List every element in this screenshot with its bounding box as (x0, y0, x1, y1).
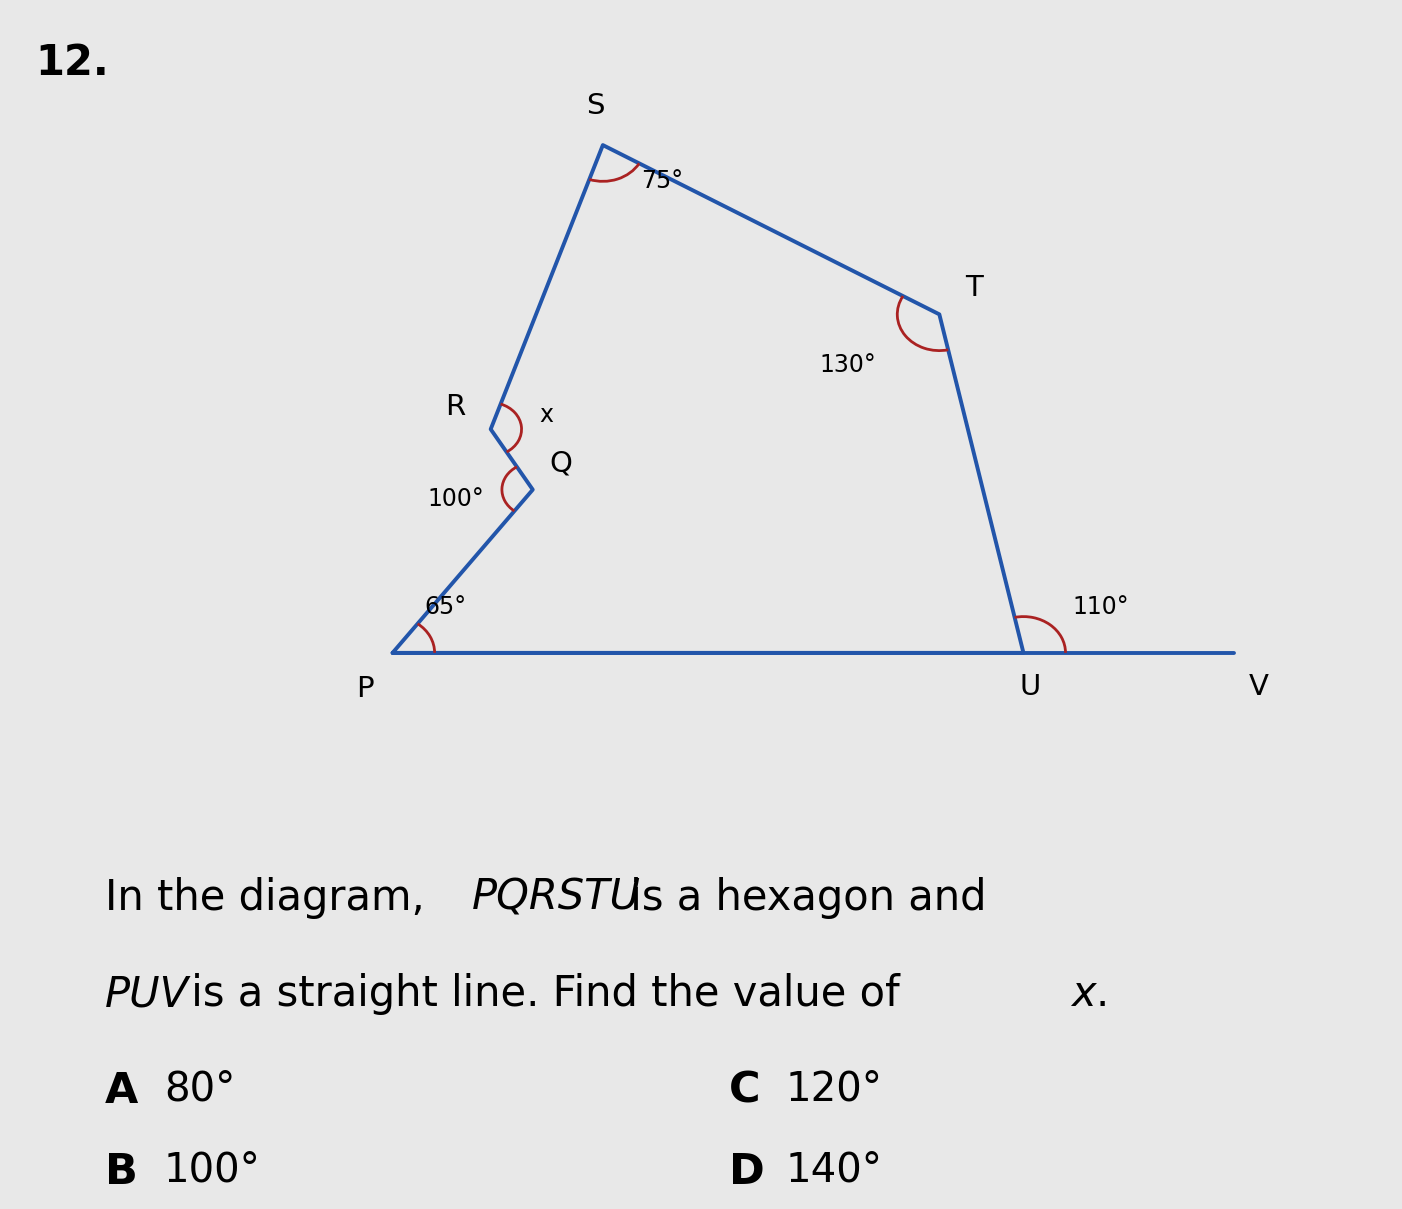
Text: 100°: 100° (164, 1151, 261, 1191)
Text: .: . (1095, 973, 1109, 1016)
Text: S: S (586, 92, 606, 121)
Text: Q: Q (550, 449, 572, 478)
Text: PQRSTU: PQRSTU (472, 877, 641, 919)
Text: U: U (1019, 672, 1042, 701)
Text: A: A (105, 1070, 139, 1112)
Text: 130°: 130° (820, 353, 876, 377)
Text: x: x (1071, 973, 1096, 1016)
Text: C: C (729, 1070, 761, 1112)
Text: 80°: 80° (164, 1070, 236, 1110)
Text: is a straight line. Find the value of: is a straight line. Find the value of (178, 973, 913, 1016)
Text: 12.: 12. (35, 42, 109, 85)
Text: D: D (729, 1151, 764, 1193)
Text: 110°: 110° (1073, 595, 1129, 619)
Text: B: B (105, 1151, 137, 1193)
Text: 100°: 100° (428, 487, 484, 511)
Text: 75°: 75° (641, 169, 683, 193)
Text: 120°: 120° (785, 1070, 882, 1110)
Text: is a hexagon and: is a hexagon and (617, 877, 987, 919)
Text: T: T (966, 273, 983, 302)
Text: P: P (356, 675, 373, 704)
Text: PUV: PUV (105, 973, 189, 1016)
Text: In the diagram,: In the diagram, (105, 877, 433, 919)
Text: R: R (446, 393, 465, 422)
Text: 65°: 65° (425, 595, 467, 619)
Text: x: x (540, 403, 554, 427)
Text: 140°: 140° (785, 1151, 882, 1191)
Text: V: V (1249, 672, 1269, 701)
